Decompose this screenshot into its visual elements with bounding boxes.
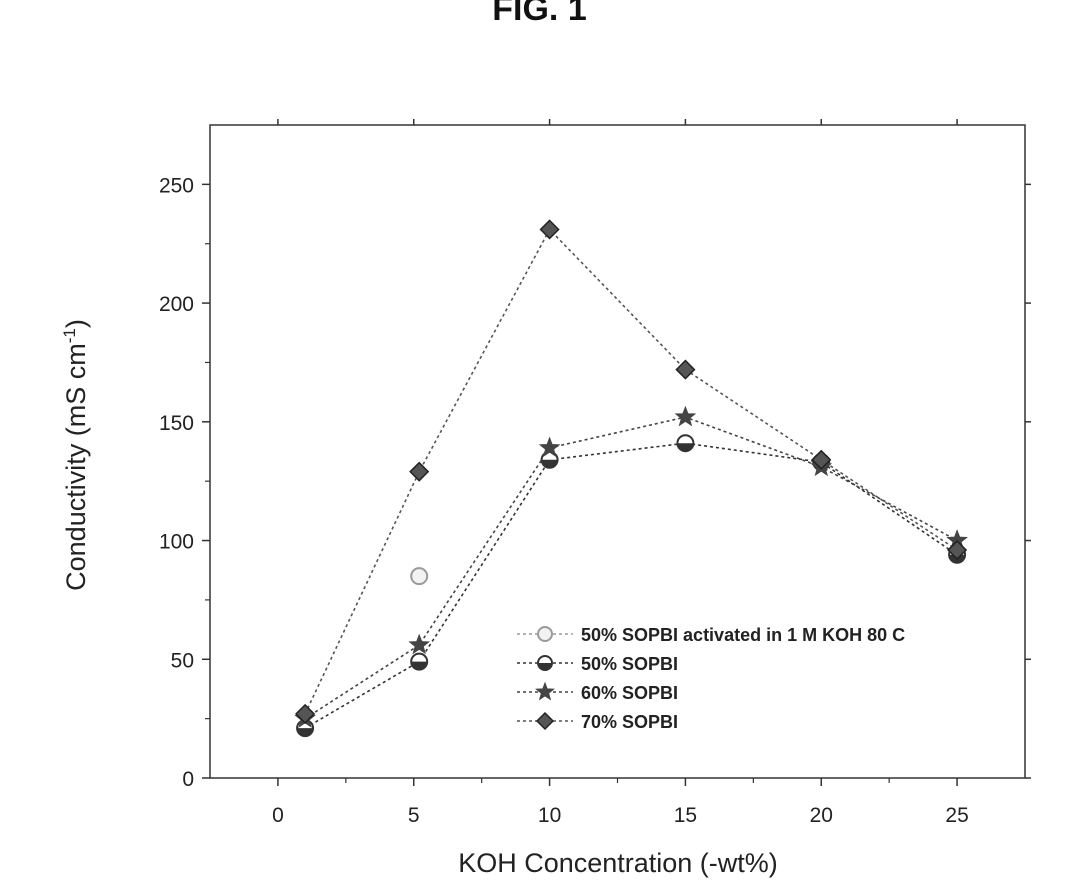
y-tick-label: 150 <box>159 412 194 435</box>
half-circle-fill <box>541 459 558 468</box>
y-tick-label: 250 <box>159 174 194 197</box>
diamond-marker <box>947 539 968 561</box>
x-tick-label: 10 <box>538 804 561 827</box>
diamond-marker <box>675 359 696 380</box>
series-markers <box>294 219 968 738</box>
diamond-marker <box>539 219 560 240</box>
diamond-marker <box>811 449 832 470</box>
star-marker <box>535 681 555 701</box>
series-lines <box>304 228 958 729</box>
diamond-marker <box>295 703 316 724</box>
legend: 50% SOPBI activated in 1 M KOH 80 C 50% S… <box>517 625 905 732</box>
legend-label: 70% SOPBI <box>581 712 678 732</box>
x-tick-label: 0 <box>272 804 284 827</box>
x-tick-label: 25 <box>945 804 968 827</box>
series-line <box>304 442 958 729</box>
y-axis-title-main: Conductivity (mS cm <box>61 343 91 591</box>
open-circle-marker <box>537 626 553 642</box>
diamond-marker <box>409 461 430 482</box>
x-axis-title: KOH Concentration (-wt%) <box>458 848 778 878</box>
half-circle-fill <box>297 728 314 737</box>
half-circle-fill <box>538 663 552 670</box>
legend-label: 50% SOPBI activated in 1 M KOH 80 C <box>581 625 905 645</box>
half-circle-fill <box>677 443 694 452</box>
y-axis-title-end: ) <box>61 319 91 328</box>
x-tick-label: 15 <box>674 804 697 827</box>
open-circle-marker <box>410 567 429 586</box>
star-marker <box>538 436 561 458</box>
x-tick-label: 5 <box>408 804 420 827</box>
y-tick-label: 0 <box>182 768 194 791</box>
figure-label: FIG. 1 <box>492 0 587 28</box>
star-marker <box>408 633 431 655</box>
x-tick-label: 20 <box>810 804 833 827</box>
y-axis-title-sup: -1 <box>60 328 79 343</box>
legend-label: 60% SOPBI <box>581 683 678 703</box>
y-tick-label: 200 <box>159 293 194 316</box>
series-line <box>304 228 958 715</box>
diamond-marker <box>535 711 555 731</box>
legend-label: 50% SOPBI <box>581 654 678 674</box>
half-circle-fill <box>411 661 428 670</box>
y-axis-title: Conductivity (mS cm-1) <box>60 319 91 591</box>
y-tick-label: 50 <box>171 649 194 672</box>
star-marker <box>674 405 697 427</box>
y-tick-label: 100 <box>159 531 194 554</box>
